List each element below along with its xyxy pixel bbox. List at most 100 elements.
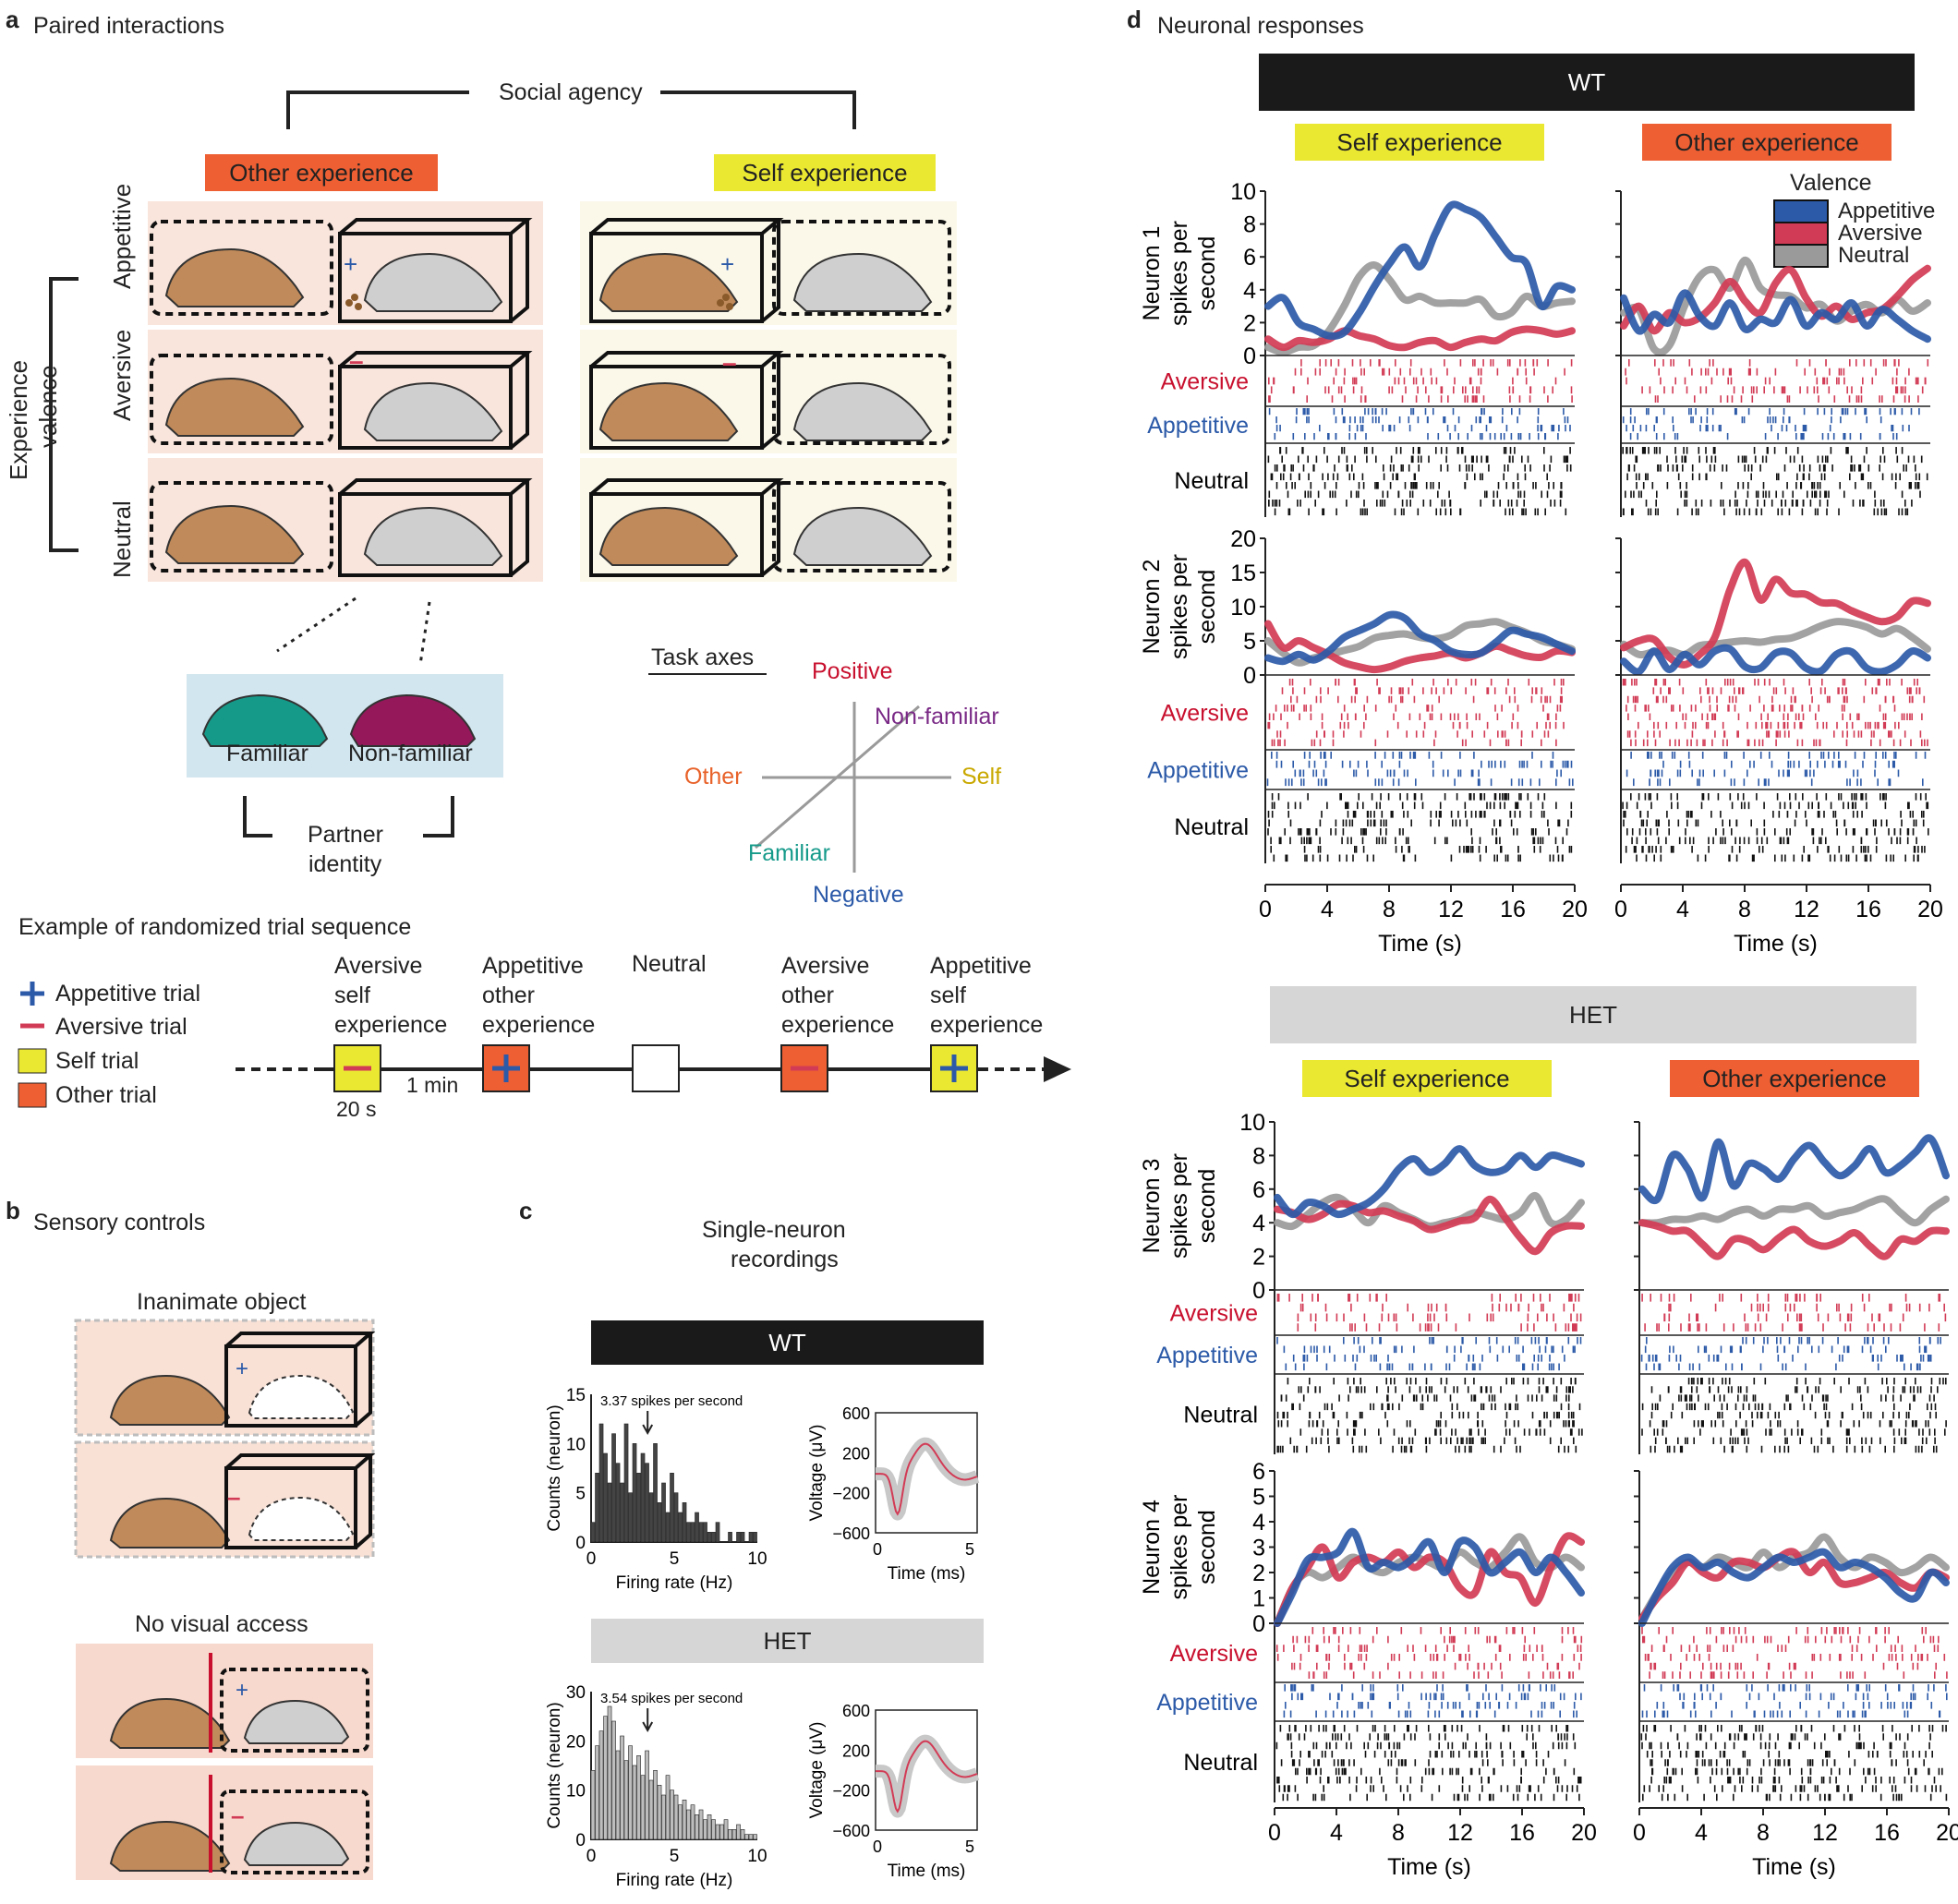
wt-bar-c: WT bbox=[591, 1320, 984, 1365]
raster-label-aversive: Aversive bbox=[1161, 369, 1249, 395]
hist-bar bbox=[690, 1522, 695, 1543]
rate-curve-appetitive bbox=[1620, 644, 1931, 676]
panel-c-title-1: Single-neuron bbox=[702, 1217, 846, 1243]
raster-ticks bbox=[1283, 1684, 1582, 1718]
legend-other-trial: Other trial bbox=[55, 1082, 157, 1108]
hist-bar bbox=[603, 1716, 608, 1840]
rate-curve-appetitive bbox=[1274, 1527, 1585, 1627]
rate-curve-appetitive bbox=[1638, 1548, 1950, 1627]
wave-ytick: 200 bbox=[842, 1741, 870, 1760]
svg-text:+: + bbox=[236, 1356, 248, 1381]
raster-ticks bbox=[1267, 447, 1572, 516]
neuron-ylabel: second bbox=[1194, 1510, 1220, 1585]
hist-bar bbox=[707, 1532, 712, 1543]
plot-ytick: 2 bbox=[1243, 310, 1256, 336]
hist-ytick: 0 bbox=[575, 1534, 586, 1553]
axis-non-familiar: Non-familiar bbox=[875, 704, 999, 729]
wave-xtick: 5 bbox=[965, 1540, 974, 1559]
plot-xtick: 12 bbox=[1447, 1820, 1473, 1846]
hist-bar bbox=[703, 1819, 707, 1840]
wt-histogram: 0 5 10 15 0 5 10 3.37 spikes per second Counts (… bbox=[545, 1386, 767, 1593]
svg-text:–: – bbox=[722, 348, 737, 377]
plot-ytick: 4 bbox=[1252, 1510, 1265, 1536]
legend-title: Valence bbox=[1790, 170, 1872, 196]
hist-ytick: 10 bbox=[566, 1782, 586, 1802]
hist-bar bbox=[690, 1804, 695, 1840]
neuron-ylabel: spikes per bbox=[1166, 1495, 1192, 1600]
hist-bar bbox=[665, 1512, 671, 1543]
plot-ytick: 6 bbox=[1252, 1459, 1265, 1485]
sequence-title: Example of randomized trial sequence bbox=[18, 914, 412, 940]
plot-ytick: 4 bbox=[1252, 1211, 1265, 1236]
axis-negative: Negative bbox=[813, 882, 904, 908]
hist-bar bbox=[665, 1775, 671, 1840]
raster-ticks bbox=[1622, 408, 1920, 440]
raster-label-neutral: Neutral bbox=[1183, 1403, 1258, 1428]
plot-xtick: 16 bbox=[1509, 1820, 1535, 1846]
raster-ticks bbox=[1622, 447, 1928, 516]
panel-c-title-2: recordings bbox=[731, 1247, 839, 1272]
plot-xtick: 20 bbox=[1917, 897, 1943, 922]
hist-bar bbox=[661, 1794, 666, 1840]
hist-bar bbox=[620, 1735, 624, 1840]
hist-bar bbox=[648, 1492, 654, 1543]
raster-label-neutral: Neutral bbox=[1183, 1750, 1258, 1776]
hist-bar bbox=[711, 1819, 716, 1840]
raster-ticks bbox=[1640, 1337, 1941, 1371]
axis-familiar: Familiar bbox=[748, 840, 830, 866]
legend-appetitive: Appetitive bbox=[1838, 199, 1936, 223]
raster-ticks bbox=[1641, 1627, 1948, 1679]
hist-bar bbox=[728, 1532, 732, 1543]
het-bar-d: HET bbox=[1270, 986, 1916, 1043]
plot-xtick: 8 bbox=[1757, 1820, 1770, 1846]
plot-ytick: 10 bbox=[1239, 1110, 1265, 1136]
raster-label-neutral: Neutral bbox=[1174, 814, 1249, 840]
wave-ytick: −600 bbox=[832, 1524, 870, 1543]
hist-bar bbox=[628, 1492, 633, 1543]
plot-ytick: 0 bbox=[1252, 1611, 1265, 1637]
plot-xtick: 12 bbox=[1794, 897, 1819, 922]
hist-ytick: 30 bbox=[566, 1683, 586, 1703]
wt-bar-d: WT bbox=[1259, 54, 1915, 111]
hist-bar bbox=[595, 1473, 599, 1543]
hist-bar bbox=[736, 1824, 741, 1840]
raster-label-appetitive: Appetitive bbox=[1156, 1690, 1258, 1716]
wave-ytick: −600 bbox=[832, 1822, 870, 1840]
wt-self-header: Self experience bbox=[1295, 124, 1544, 161]
hist-bar bbox=[670, 1790, 674, 1840]
hist-bar bbox=[632, 1765, 637, 1840]
no-visual-title: No visual access bbox=[135, 1611, 308, 1637]
plot-ytick: 4 bbox=[1243, 278, 1256, 304]
hist-bar bbox=[731, 1829, 737, 1840]
hist-bar bbox=[707, 1814, 712, 1840]
hist-bar bbox=[673, 1794, 679, 1840]
raster-separator bbox=[1621, 405, 1930, 444]
plot-ytick: 6 bbox=[1252, 1177, 1265, 1203]
plot-xtick: 20 bbox=[1936, 1820, 1958, 1846]
wave-ylabel: Voltage (μV) bbox=[807, 1425, 827, 1522]
hist-bar bbox=[678, 1804, 683, 1840]
hist-bar bbox=[595, 1745, 599, 1840]
raster-ticks bbox=[1626, 752, 1927, 787]
hist-bar bbox=[653, 1443, 658, 1543]
raster-separator bbox=[1639, 1334, 1949, 1375]
axis-self: Self bbox=[961, 764, 1002, 789]
social-agency-label: Social agency bbox=[493, 79, 648, 106]
other-experience-header: Other experience bbox=[205, 154, 438, 191]
rate-curve-neutral bbox=[1638, 1195, 1950, 1227]
rate-curve-aversive bbox=[1264, 325, 1576, 352]
wave-ytick: −200 bbox=[832, 1485, 870, 1503]
wave-ytick: 600 bbox=[842, 1702, 870, 1720]
hist-ylabel: Counts (neuron) bbox=[545, 1702, 564, 1828]
hist-annotation: 3.37 spikes per second bbox=[600, 1393, 743, 1409]
hist-bar bbox=[698, 1522, 704, 1543]
trial-5-label: Appetitive self experience bbox=[930, 953, 1044, 1038]
hist-xtick: 10 bbox=[747, 1549, 767, 1569]
hist-bar bbox=[607, 1705, 612, 1840]
plot-xtick: 8 bbox=[1392, 1820, 1405, 1846]
svg-text:–: – bbox=[227, 1483, 240, 1511]
plot-xlabel: Time (s) bbox=[1387, 1854, 1471, 1880]
plot-xtick: 4 bbox=[1321, 897, 1334, 922]
hist-bar bbox=[723, 1819, 729, 1840]
